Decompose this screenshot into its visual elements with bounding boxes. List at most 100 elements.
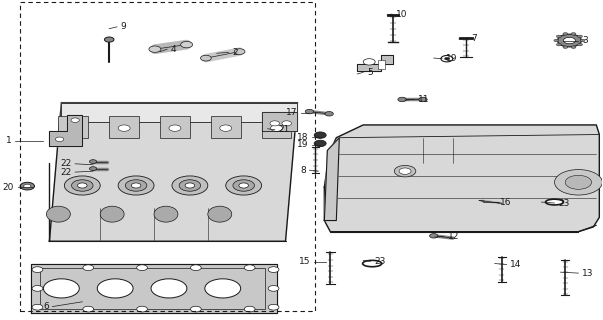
Circle shape <box>137 265 148 270</box>
Text: 16: 16 <box>499 197 511 206</box>
Text: 19: 19 <box>297 140 308 149</box>
Circle shape <box>55 137 64 141</box>
Circle shape <box>282 121 291 126</box>
Circle shape <box>268 267 279 272</box>
Circle shape <box>234 49 245 54</box>
Circle shape <box>441 55 453 62</box>
Ellipse shape <box>46 206 71 222</box>
Circle shape <box>419 97 427 102</box>
Circle shape <box>571 46 576 48</box>
Circle shape <box>32 304 43 310</box>
Text: 22: 22 <box>60 159 72 168</box>
Circle shape <box>578 44 582 46</box>
Circle shape <box>125 180 147 191</box>
Text: 20: 20 <box>3 183 14 192</box>
Text: 17: 17 <box>286 108 297 117</box>
Polygon shape <box>357 55 393 71</box>
Circle shape <box>563 33 568 35</box>
Circle shape <box>268 285 279 291</box>
Text: 23: 23 <box>374 257 385 266</box>
Text: 4: 4 <box>171 44 177 54</box>
Circle shape <box>118 176 154 195</box>
Text: 9: 9 <box>121 22 126 31</box>
Circle shape <box>314 140 326 147</box>
Polygon shape <box>49 103 297 241</box>
Circle shape <box>104 37 114 42</box>
Text: 13: 13 <box>582 268 593 278</box>
Circle shape <box>554 39 558 42</box>
Polygon shape <box>31 264 277 313</box>
Circle shape <box>83 306 93 312</box>
Circle shape <box>244 265 255 270</box>
Text: 19: 19 <box>446 54 457 63</box>
Circle shape <box>314 132 326 138</box>
Ellipse shape <box>154 206 178 222</box>
Circle shape <box>565 175 592 189</box>
Circle shape <box>558 34 581 47</box>
Circle shape <box>555 170 602 195</box>
Ellipse shape <box>208 206 232 222</box>
Circle shape <box>72 180 93 191</box>
Circle shape <box>118 125 130 131</box>
Circle shape <box>137 306 148 312</box>
Circle shape <box>43 279 80 298</box>
Circle shape <box>97 279 133 298</box>
Text: 1: 1 <box>6 136 12 145</box>
Circle shape <box>181 41 192 48</box>
Text: 21: 21 <box>279 125 289 134</box>
Circle shape <box>233 180 254 191</box>
Text: 5: 5 <box>367 68 373 77</box>
Text: 3: 3 <box>582 36 588 45</box>
Bar <box>160 116 190 138</box>
Circle shape <box>179 180 201 191</box>
Ellipse shape <box>362 260 382 267</box>
Bar <box>40 268 265 309</box>
Bar <box>58 116 88 138</box>
Circle shape <box>557 35 561 38</box>
Circle shape <box>557 44 561 46</box>
Circle shape <box>578 35 582 38</box>
Circle shape <box>305 109 314 114</box>
Polygon shape <box>324 138 339 220</box>
Bar <box>211 116 241 138</box>
Circle shape <box>24 184 31 188</box>
Circle shape <box>580 39 585 42</box>
Circle shape <box>131 183 141 188</box>
Text: 11: 11 <box>418 95 429 104</box>
Ellipse shape <box>546 199 563 205</box>
Circle shape <box>398 97 406 102</box>
Text: 10: 10 <box>396 10 407 19</box>
Circle shape <box>32 285 43 291</box>
Circle shape <box>563 46 568 48</box>
Circle shape <box>201 55 211 61</box>
Polygon shape <box>49 116 82 146</box>
Circle shape <box>226 176 262 195</box>
Text: 14: 14 <box>510 260 522 269</box>
Circle shape <box>205 279 241 298</box>
Circle shape <box>89 160 96 164</box>
Text: 18: 18 <box>297 132 308 141</box>
Bar <box>109 116 139 138</box>
Text: 6: 6 <box>43 302 49 311</box>
Circle shape <box>68 125 80 131</box>
Circle shape <box>169 125 181 131</box>
Circle shape <box>571 33 576 35</box>
Circle shape <box>83 265 93 270</box>
Circle shape <box>268 304 279 310</box>
Bar <box>377 60 385 69</box>
Circle shape <box>71 118 80 123</box>
Circle shape <box>363 59 375 65</box>
Circle shape <box>325 112 333 116</box>
Text: 12: 12 <box>447 232 459 241</box>
Circle shape <box>394 165 416 177</box>
Circle shape <box>429 234 438 238</box>
Bar <box>19 2 315 311</box>
Circle shape <box>271 125 283 131</box>
Ellipse shape <box>100 206 124 222</box>
Text: 7: 7 <box>472 34 477 43</box>
Text: 23: 23 <box>558 198 569 207</box>
Circle shape <box>89 167 96 171</box>
Circle shape <box>191 306 201 312</box>
Circle shape <box>191 265 201 270</box>
Circle shape <box>151 279 187 298</box>
